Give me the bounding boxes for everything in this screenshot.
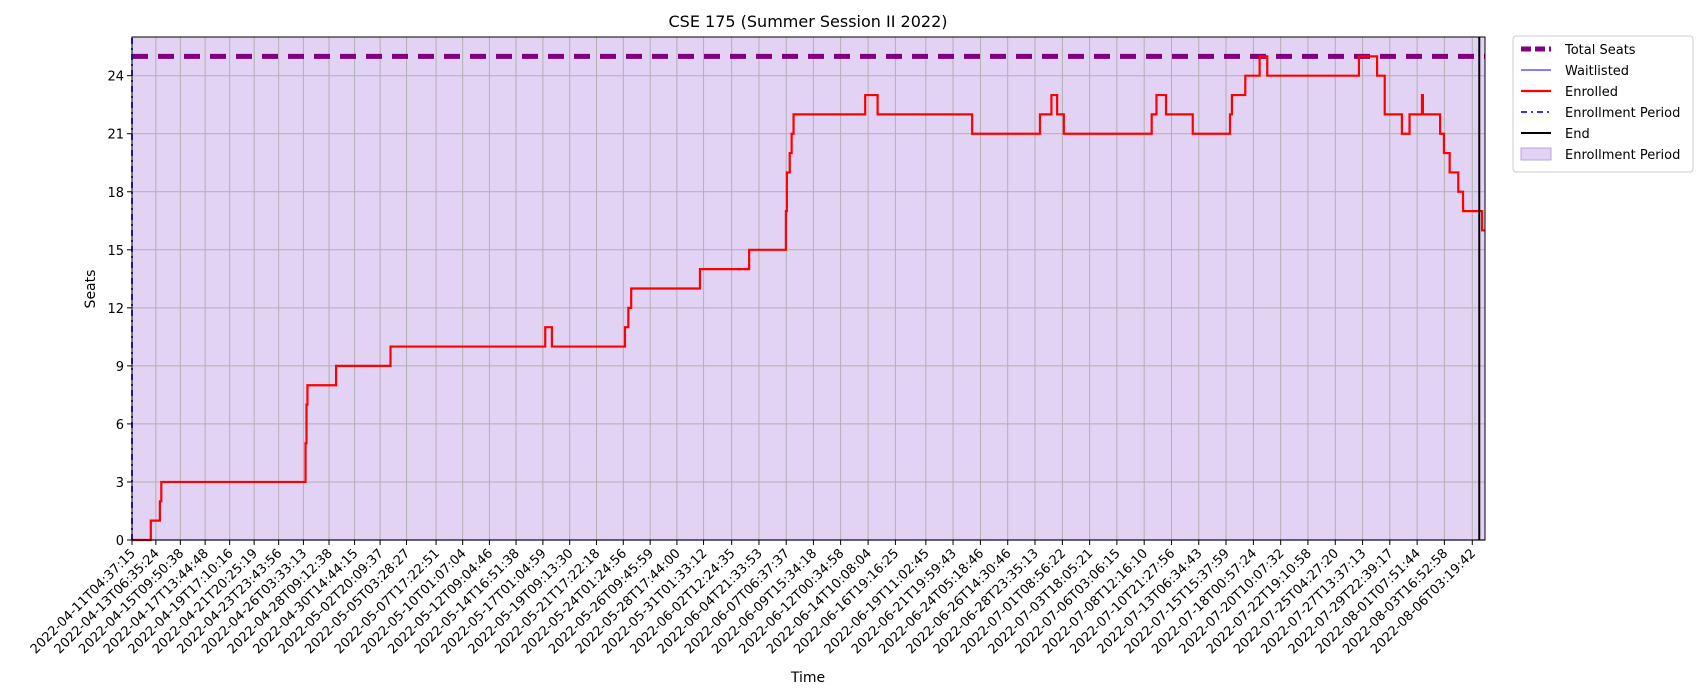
chart-title: CSE 175 (Summer Session II 2022) bbox=[669, 12, 948, 31]
y-axis-ticks: 0 3 6 9 12 15 18 21 24 bbox=[107, 70, 132, 549]
y-tick-label: 9 bbox=[116, 360, 124, 375]
y-tick-label: 12 bbox=[107, 302, 124, 317]
enrollment-period-shading bbox=[132, 37, 1485, 540]
y-tick-label: 0 bbox=[116, 534, 124, 549]
legend-label-enrollment-period: Enrollment Period bbox=[1565, 106, 1680, 121]
y-tick-label: 21 bbox=[107, 128, 124, 143]
legend-swatch-enrollment-period bbox=[1520, 147, 1552, 161]
y-tick-label: 15 bbox=[107, 244, 124, 259]
y-axis-label: Seats bbox=[83, 270, 99, 309]
y-tick-label: 6 bbox=[116, 418, 124, 433]
y-tick-label: 18 bbox=[107, 186, 124, 201]
legend-label-waitlisted: Waitlisted bbox=[1565, 64, 1629, 79]
grid-lines bbox=[131, 37, 1485, 541]
legend-label-end: End bbox=[1565, 127, 1590, 142]
legend-box bbox=[1512, 35, 1694, 173]
y-tick-label: 24 bbox=[107, 70, 124, 85]
x-axis-label: Time bbox=[790, 670, 825, 686]
legend-label-total-seats: Total Seats bbox=[1564, 43, 1636, 58]
enrolled-line bbox=[132, 55, 1485, 542]
x-axis-ticks: 2022-04-11T04:37:152022-04-13T06:35:2420… bbox=[28, 540, 1479, 657]
legend-label-enrollment-period: Enrollment Period bbox=[1565, 148, 1680, 163]
legend-label-enrolled: Enrolled bbox=[1565, 85, 1618, 100]
y-tick-label: 3 bbox=[116, 476, 124, 491]
plot-frame bbox=[131, 36, 1486, 541]
plot-background-group bbox=[131, 37, 1485, 541]
legend: Total Seats Waitlisted Enrolled Enrollment … bbox=[1512, 35, 1694, 173]
